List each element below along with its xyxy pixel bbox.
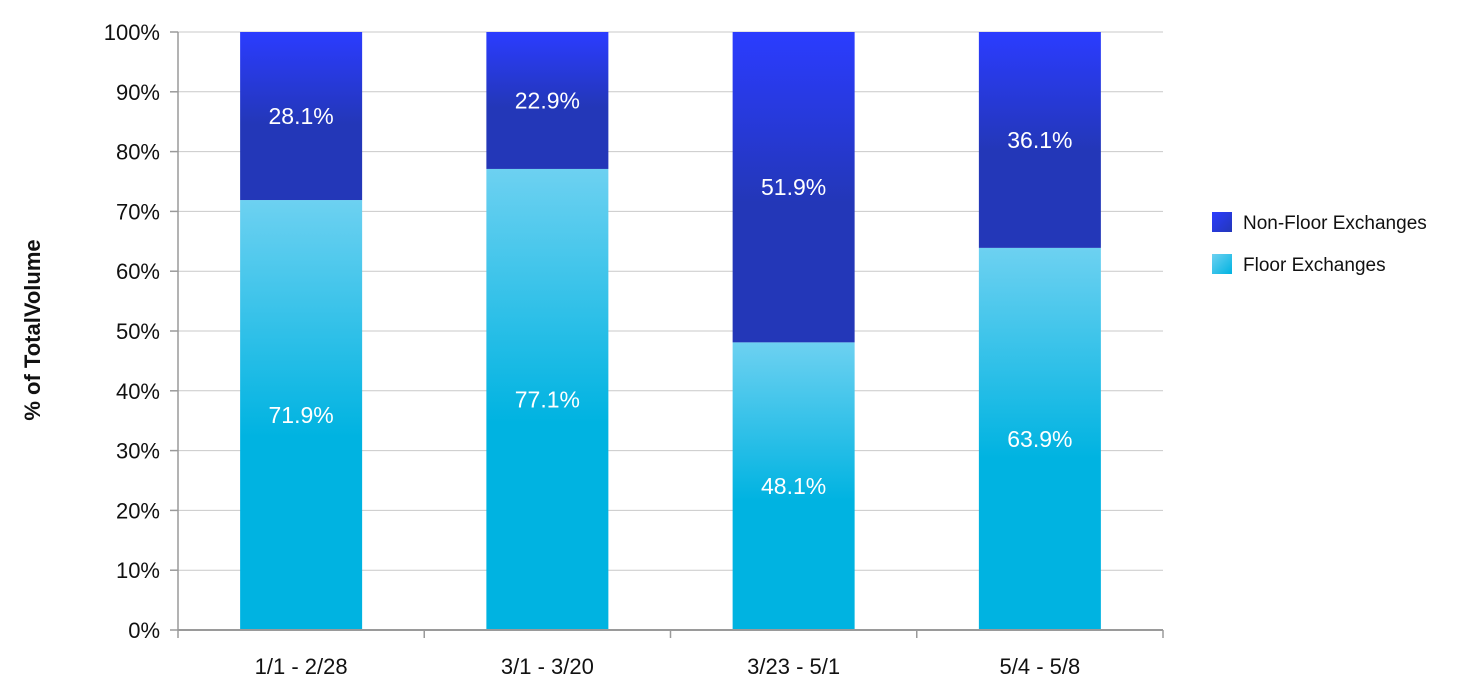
y-tick-label: 70% xyxy=(116,199,160,224)
data-label: 28.1% xyxy=(269,103,334,129)
x-category-label: 3/1 - 3/20 xyxy=(501,654,594,679)
bar-non-floor-2 xyxy=(486,32,609,169)
data-label: 71.9% xyxy=(269,402,334,428)
y-tick-label: 10% xyxy=(116,558,160,583)
legend: Non-Floor Exchanges Floor Exchanges xyxy=(1212,212,1427,276)
y-tick-label: 80% xyxy=(116,140,160,165)
bar-floor-4 xyxy=(978,247,1101,631)
bars xyxy=(240,32,1101,631)
data-label: 77.1% xyxy=(515,386,580,412)
legend-swatch xyxy=(1212,212,1232,232)
y-tick-label: 40% xyxy=(116,379,160,404)
data-label: 51.9% xyxy=(761,174,826,200)
bar-non-floor-4 xyxy=(978,32,1101,248)
data-label: 63.9% xyxy=(1007,426,1072,452)
y-tick-label: 60% xyxy=(116,259,160,284)
y-tick-label: 0% xyxy=(128,618,160,643)
axes: 0% 10% 20% 30% 40% 50% 60% 70% 80% 90% 100% 1/1 - 2… xyxy=(104,20,1164,679)
x-category-label: 1/1 - 2/28 xyxy=(255,654,348,679)
bar-non-floor-1 xyxy=(240,32,363,201)
y-tick-label: 100% xyxy=(104,20,160,45)
y-tick-label: 30% xyxy=(116,439,160,464)
bar-floor-1 xyxy=(240,200,363,630)
y-tick-label: 90% xyxy=(116,80,160,105)
data-label: 48.1% xyxy=(761,473,826,499)
bar-floor-2 xyxy=(486,168,609,630)
x-category-label: 3/23 - 5/1 xyxy=(747,654,840,679)
data-label: 22.9% xyxy=(515,87,580,113)
y-tick-label: 20% xyxy=(116,498,160,523)
data-labels: 71.9% 28.1% 77.1% 22.9% 48.1% 51.9% 63.9% 36.1% xyxy=(269,87,1073,499)
bar-non-floor-3 xyxy=(732,32,855,343)
legend-label: Floor Exchanges xyxy=(1243,255,1386,276)
y-tick-label: 50% xyxy=(116,319,160,344)
data-label: 36.1% xyxy=(1007,127,1072,153)
y-axis-title: % of TotalVolume xyxy=(20,239,45,420)
x-category-label: 5/4 - 5/8 xyxy=(1000,654,1081,679)
bar-floor-3 xyxy=(732,342,855,630)
legend-label: Non-Floor Exchanges xyxy=(1243,213,1427,234)
legend-swatch xyxy=(1212,254,1232,274)
